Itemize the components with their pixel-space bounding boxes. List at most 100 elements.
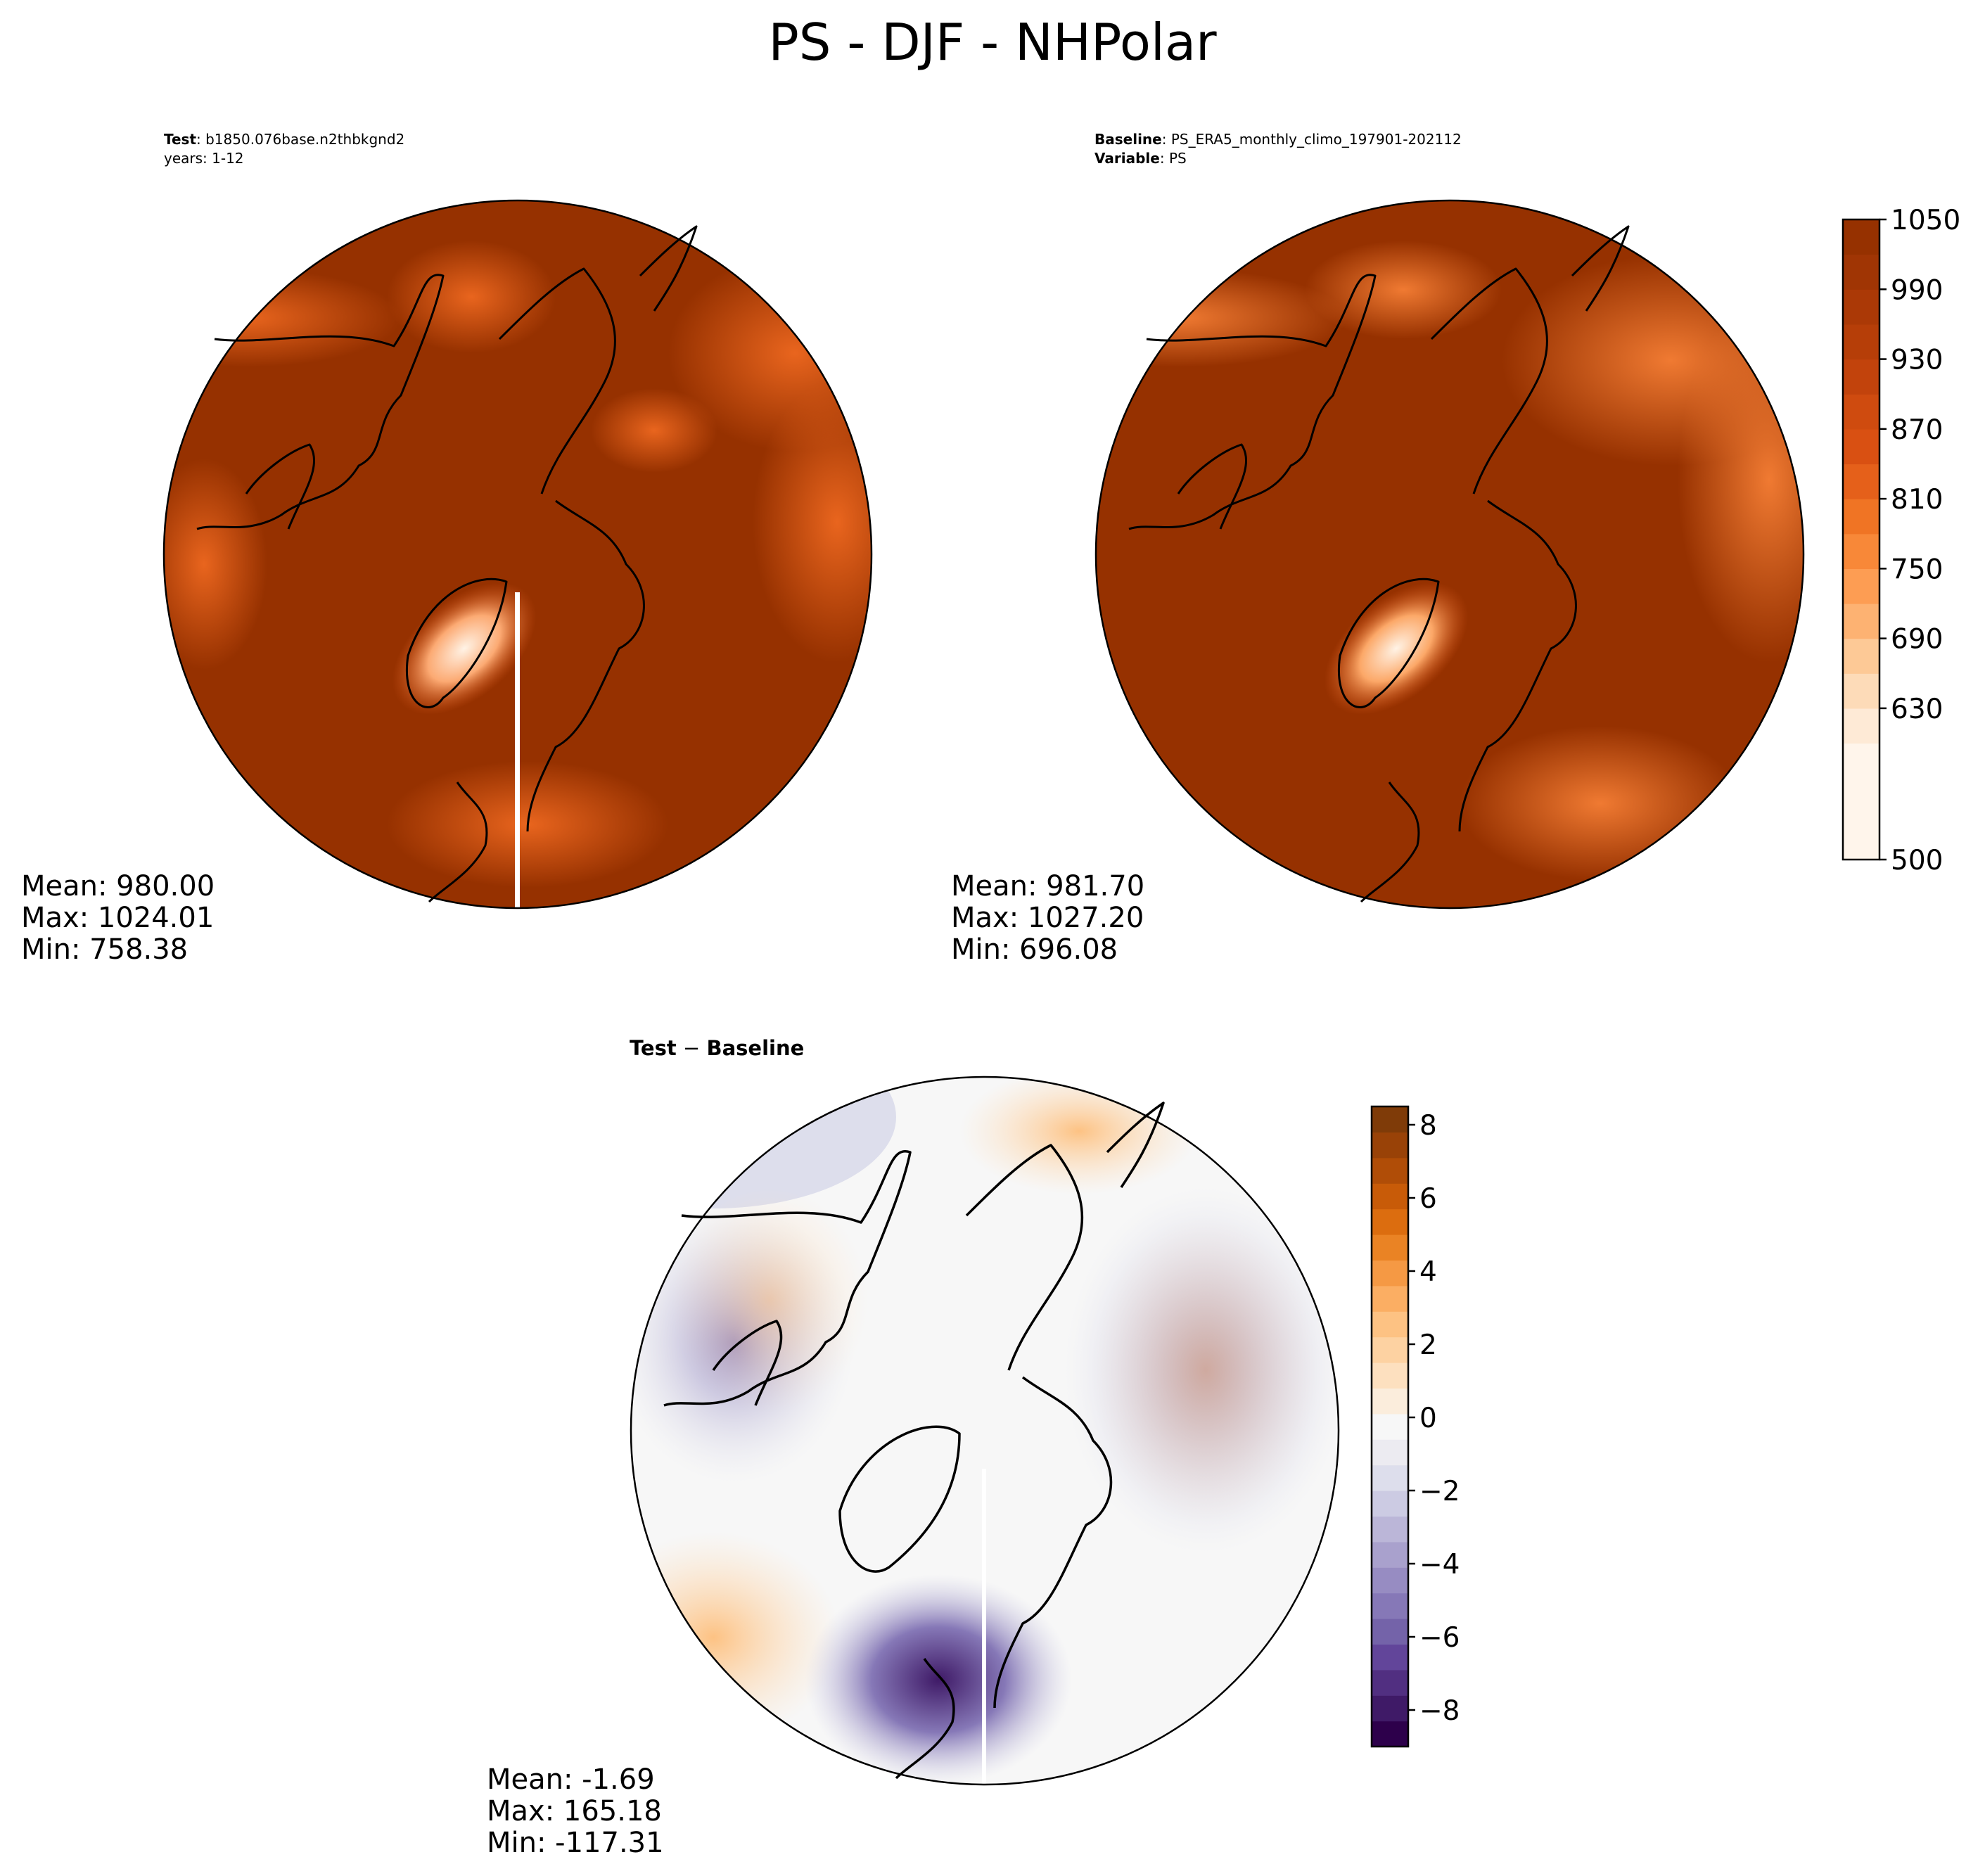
colorbar-bottom-color-band [1372, 1132, 1408, 1159]
diff-mean: Mean: -1.69 [487, 1763, 655, 1796]
diff-stats: Mean: -1.69 Max: 165.18 Min: -117.31 [487, 1764, 664, 1859]
colorbar-top-color-band [1843, 708, 1879, 744]
test-header: Test: b1850.076base.n2thbkgnd2 years: 1-… [164, 130, 404, 168]
test-max: Max: 1024.01 [21, 902, 215, 934]
colorbar-bottom-color-band [1372, 1413, 1408, 1440]
colorbar-top-color-band [1843, 254, 1879, 290]
variable-header-label: Variable [1094, 150, 1160, 167]
colorbar-top-color-band [1843, 638, 1879, 674]
page-title: PS - DJF - NHPolar [768, 13, 1217, 72]
diff-max: Max: 165.18 [487, 1795, 662, 1827]
colorbar-bottom-tick-label: 0 [1419, 1403, 1437, 1434]
colorbar-top-tick-label: 750 [1891, 554, 1943, 585]
test-field-patch [591, 388, 717, 473]
colorbar-bottom-color-band [1372, 1516, 1408, 1543]
colorbar-bottom-color-band [1372, 1695, 1408, 1722]
difference-map [630, 1076, 1340, 1786]
diff-field-patch [1093, 1215, 1318, 1525]
test-stats: Mean: 980.00 Max: 1024.01 Min: 758.38 [21, 871, 215, 966]
colorbar-bottom-tick-label: −4 [1419, 1549, 1460, 1581]
test-map [162, 199, 873, 910]
diff-field-seam [982, 1469, 986, 1785]
colorbar-top-color-band [1843, 464, 1879, 499]
colorbar-bottom-tick-label: 6 [1419, 1183, 1437, 1215]
test-header-years: years: 1-12 [164, 150, 244, 167]
baseline-field-patch [1460, 726, 1741, 881]
test-map-boundary [162, 199, 873, 910]
colorbar-bottom-tick-label: −2 [1419, 1476, 1460, 1507]
colorbar-top-color-band [1843, 499, 1879, 535]
diff-title-test: Test [630, 1036, 677, 1060]
colorbar-bottom-color-band [1372, 1183, 1408, 1210]
colorbar-bottom-color-band [1372, 1106, 1408, 1132]
test-field-patch [753, 381, 872, 663]
colorbar-bottom-color-band [1372, 1285, 1408, 1312]
baseline-coastlines [1128, 225, 1630, 903]
baseline-map-boundary [1094, 199, 1805, 910]
test-field-seam [515, 592, 520, 908]
colorbar-top-color-band [1843, 359, 1879, 395]
colorbar-top-tick-label: 500 [1891, 845, 1943, 876]
colorbar-top-tick-label: 1050 [1891, 205, 1960, 236]
test-header-case: : b1850.076base.n2thbkgnd2 [196, 131, 405, 148]
baseline-header-case: : PS_ERA5_monthly_climo_197901-202112 [1161, 131, 1462, 148]
baseline-field-patch [1502, 255, 1804, 466]
variable-header-value: : PS [1159, 150, 1187, 167]
diff-coastlines [663, 1102, 1165, 1780]
colorbar-bottom-tick-label: −6 [1419, 1622, 1460, 1654]
diff-min: Min: -117.31 [487, 1827, 664, 1859]
colorbar-bottom-color-band [1372, 1644, 1408, 1671]
colorbar-top-tick-label: 990 [1891, 274, 1943, 306]
diff-map-boundary [630, 1076, 1340, 1786]
colorbar-bottom-tick-label: 2 [1419, 1329, 1437, 1361]
colorbar-top: 1050 990 930 870 810 750 690 630 500 [1842, 205, 1960, 876]
colorbar-top-color-band [1843, 673, 1879, 709]
colorbar-bottom-color-band [1372, 1439, 1408, 1466]
colorbar-bottom-color-band [1372, 1336, 1408, 1363]
diff-field-patch [631, 1532, 840, 1743]
baseline-mean: Mean: 981.70 [951, 870, 1145, 902]
colorbar-top-color-band [1843, 428, 1879, 465]
test-field-patch [387, 241, 556, 353]
colorbar-bottom-color-band [1372, 1311, 1408, 1338]
diff-field-patch [805, 1574, 1072, 1785]
test-field-patch [164, 269, 401, 367]
colorbar-bottom-tick-label: 4 [1419, 1256, 1437, 1288]
colorbar-top-outline [1842, 218, 1881, 861]
test-field-patch [164, 459, 267, 670]
colorbar-bottom-color-band [1372, 1567, 1408, 1594]
baseline-map [1094, 199, 1805, 910]
colorbar-bottom-color-band [1372, 1721, 1408, 1747]
colorbar-bottom-tick-label: 8 [1419, 1110, 1437, 1142]
colorbar-top-color-band [1843, 324, 1879, 360]
colorbar-bottom: 8 6 4 2 0 −2 −4 −6 −8 [1370, 1105, 1460, 1748]
diff-field-patch [959, 1077, 1199, 1194]
baseline-header: Baseline: PS_ERA5_monthly_climo_197901-2… [1094, 130, 1462, 168]
colorbar-top-color-band [1843, 604, 1879, 639]
baseline-field-patch [1678, 297, 1804, 663]
baseline-max: Max: 1027.20 [951, 902, 1144, 934]
colorbar-bottom-color-band [1372, 1669, 1408, 1696]
baseline-header-label: Baseline [1094, 131, 1162, 148]
diff-title: Test − Baseline [630, 1036, 804, 1060]
colorbar-top-color-band [1843, 219, 1879, 255]
colorbar-top-tick-label: 630 [1891, 694, 1943, 725]
colorbar-bottom-color-band [1372, 1541, 1408, 1568]
colorbar-bottom-outline [1370, 1105, 1410, 1748]
colorbar-bottom-color-band [1372, 1593, 1408, 1619]
colorbar-top-color-band [1843, 743, 1879, 860]
diff-title-baseline: Baseline [706, 1036, 805, 1060]
colorbar-bottom-color-band [1372, 1234, 1408, 1261]
baseline-field-patch [1305, 241, 1502, 339]
colorbar-top-tick-label: 810 [1891, 484, 1943, 516]
colorbar-top-color-band [1843, 533, 1879, 569]
diff-title-minus: − [676, 1036, 707, 1060]
colorbar-bottom-color-band [1372, 1465, 1408, 1491]
colorbar-bottom-color-band [1372, 1157, 1408, 1184]
colorbar-top-tick-label: 690 [1891, 624, 1943, 656]
colorbar-bottom-color-band [1372, 1388, 1408, 1415]
baseline-min: Min: 696.08 [951, 933, 1118, 966]
test-coastlines [196, 225, 698, 903]
colorbar-top-color-band [1843, 394, 1879, 430]
test-mean: Mean: 980.00 [21, 870, 215, 902]
